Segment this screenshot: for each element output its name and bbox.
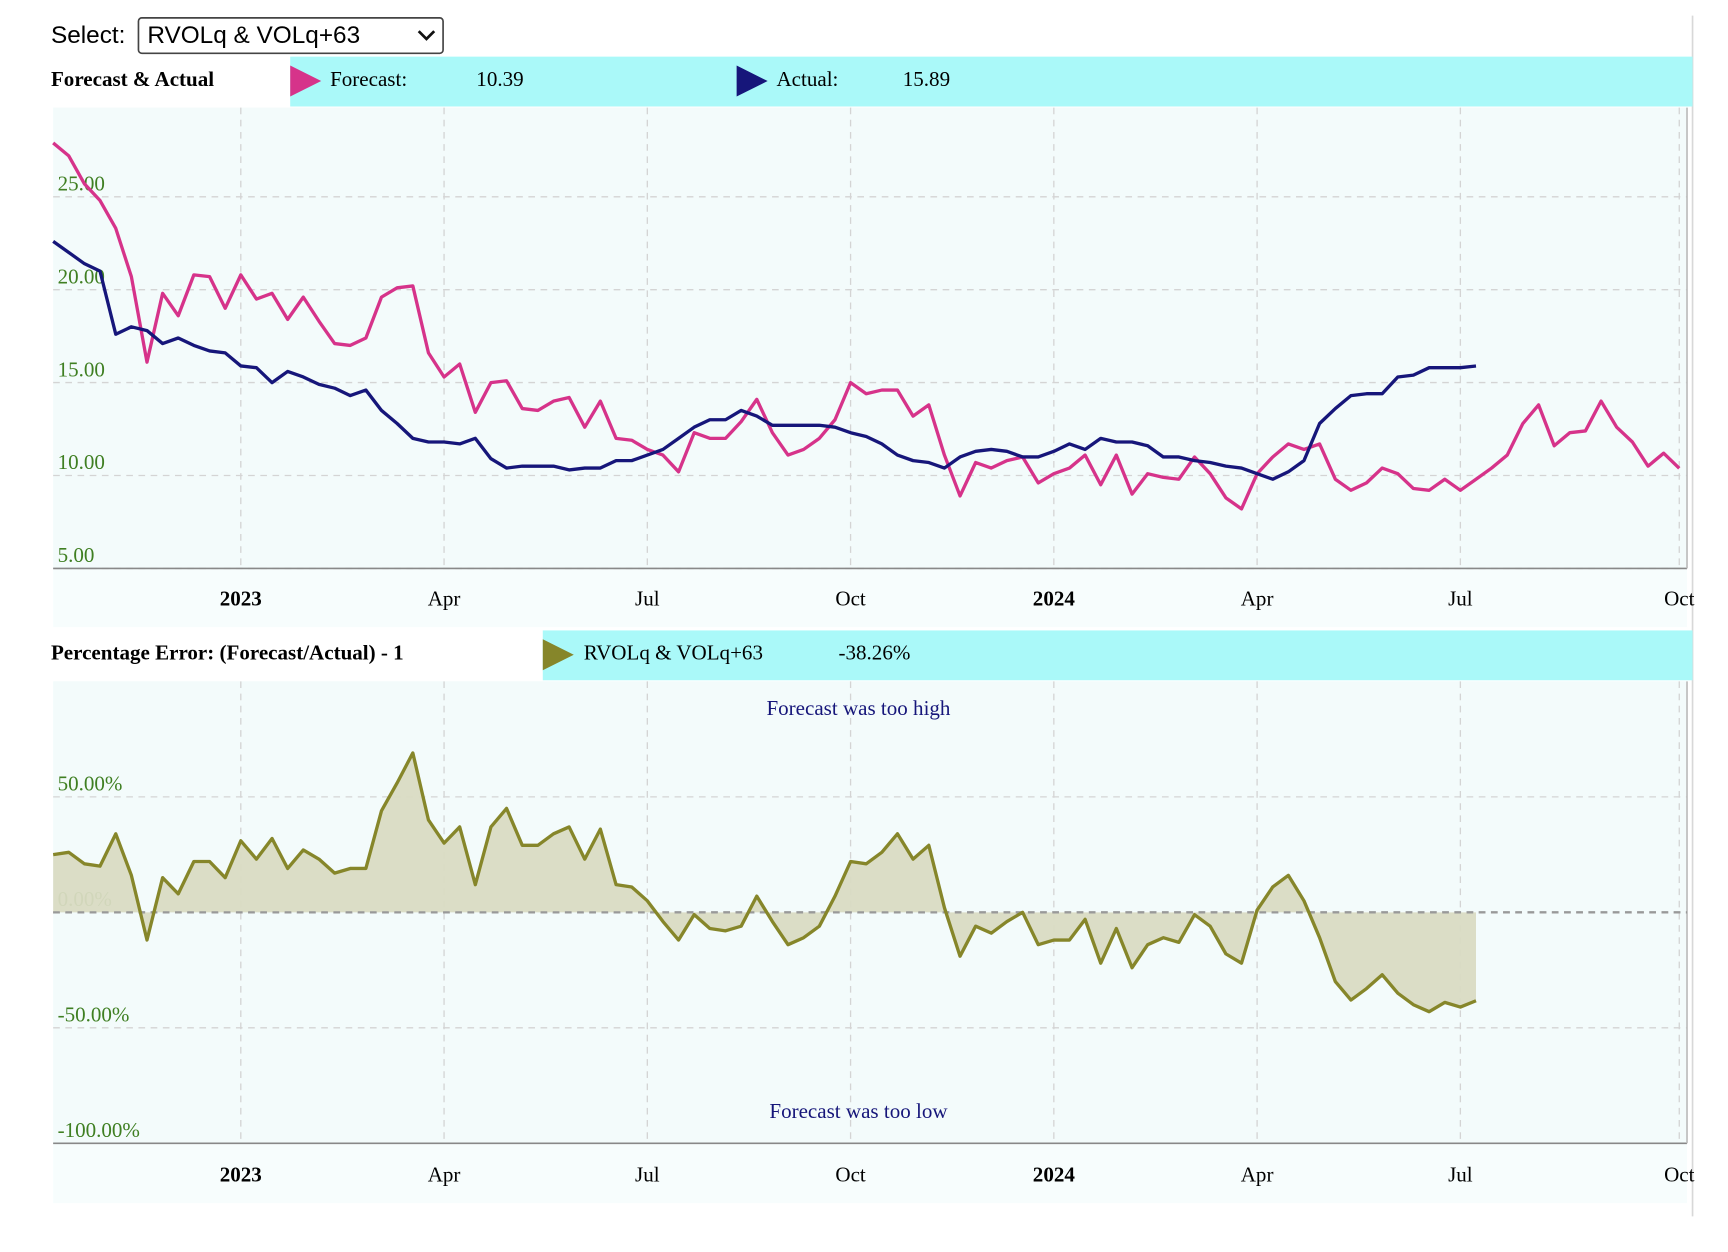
- header-band: [542, 630, 1693, 681]
- legend-label: Actual:: [776, 67, 838, 91]
- y-tick-label: 20.00: [58, 264, 105, 288]
- header-band: [290, 56, 1693, 107]
- chart-title: Percentage Error: (Forecast/Actual) - 1: [51, 641, 404, 665]
- x-tick-label: Oct: [1664, 586, 1695, 610]
- line: [52, 240, 1477, 481]
- y-tick-label: -50.00%: [58, 1003, 130, 1027]
- x-tick-label: 2023: [220, 586, 262, 610]
- x-tick-label: Oct: [1664, 1162, 1695, 1186]
- x-tick-label: Oct: [835, 586, 866, 610]
- x-tick-label: Apr: [428, 586, 461, 610]
- x-tick-label: Jul: [1448, 586, 1473, 610]
- x-tick-label: 2024: [1033, 1162, 1076, 1186]
- dropdown-value[interactable]: RVOLq & VOLq+63: [147, 22, 360, 49]
- dropdown-box[interactable]: [137, 17, 444, 55]
- x-tick-label: Apr: [1241, 1162, 1274, 1186]
- dropdown-chevron[interactable]: [417, 30, 436, 41]
- line: [52, 751, 1477, 1014]
- legend-marker: [736, 65, 768, 97]
- legend-value: 10.39: [476, 67, 523, 91]
- x-tick-label: Jul: [1448, 1162, 1473, 1186]
- legend-value: -38.26%: [839, 641, 911, 665]
- y-tick-label: 10.00: [58, 450, 105, 474]
- legend-label: RVOLq & VOLq+63: [584, 641, 763, 665]
- select-label: Select:: [51, 22, 125, 49]
- x-tick-label: Oct: [835, 1162, 866, 1186]
- legend-marker: [542, 639, 574, 671]
- legend-value: 15.89: [903, 67, 950, 91]
- legend-label: Forecast:: [330, 67, 407, 91]
- dropdown[interactable]: RVOLq & VOLq+63: [137, 17, 444, 55]
- annotation: Forecast was too high: [766, 696, 950, 720]
- x-tick-label: 2024: [1033, 586, 1076, 610]
- line: [52, 141, 1681, 511]
- x-tick-label: Apr: [1241, 586, 1274, 610]
- x-tick-label: Jul: [635, 1162, 660, 1186]
- plot-bg: [53, 107, 1688, 569]
- annotation: Forecast was too low: [769, 1099, 948, 1123]
- y-tick-label: 15.00: [58, 357, 105, 381]
- x-tick-label: Apr: [428, 1162, 461, 1186]
- area: [53, 752, 1477, 1012]
- chart-title: Forecast & Actual: [51, 67, 214, 91]
- y-tick-label: 5.00: [58, 543, 95, 567]
- x-tick-label: 2023: [220, 1162, 262, 1186]
- y-tick-label: 50.00%: [58, 772, 123, 796]
- x-tick-label: Jul: [635, 586, 660, 610]
- legend-marker: [290, 65, 322, 97]
- y-tick-label: -100.00%: [58, 1118, 140, 1142]
